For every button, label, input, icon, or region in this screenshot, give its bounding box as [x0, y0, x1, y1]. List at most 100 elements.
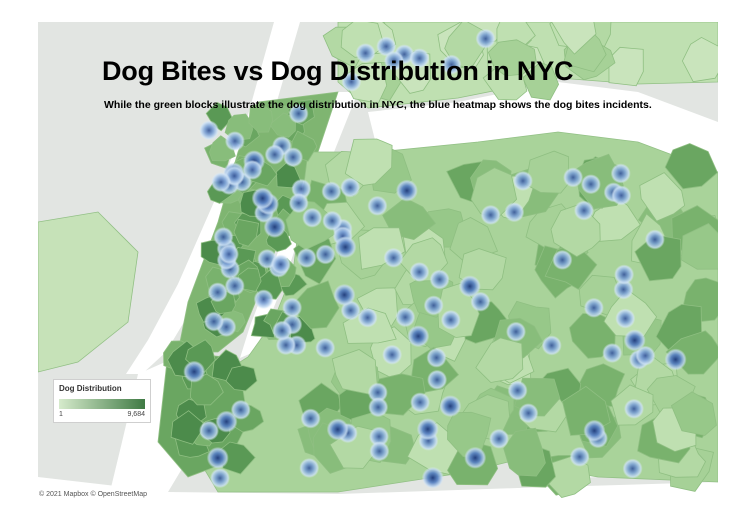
zip-zone — [503, 427, 546, 477]
bite-heat-dot — [427, 369, 448, 390]
bite-heat-dot — [322, 210, 343, 231]
bite-heat-dot — [611, 185, 632, 206]
zip-zone — [487, 39, 537, 77]
zip-zone — [248, 102, 273, 133]
bite-heat-dot — [315, 244, 336, 265]
legend-min: 1 — [59, 411, 63, 418]
map-canvas[interactable] — [38, 22, 718, 500]
bite-heat-dot — [409, 48, 430, 69]
bite-heat-dot — [507, 380, 528, 401]
bite-heat-dot — [614, 264, 635, 285]
bite-heat-dot — [541, 335, 562, 356]
map-attribution[interactable]: © 2021 Mapbox © OpenStreetMap — [39, 491, 147, 498]
bite-heat-dot — [569, 446, 590, 467]
bite-heat-dot — [613, 279, 634, 300]
zip-zone — [358, 227, 406, 270]
bite-heat-dot — [395, 179, 418, 202]
map-subtitle: While the green blocks illustrate the do… — [104, 99, 652, 111]
bite-heat-dot — [251, 187, 274, 210]
bite-heat-dot — [410, 392, 431, 413]
bite-heat-dot — [242, 159, 263, 180]
bite-heat-dot — [574, 200, 594, 221]
bite-heat-dot — [416, 418, 439, 441]
zip-zone — [681, 223, 718, 270]
bite-heat-dot — [283, 147, 304, 168]
bite-heat-dot — [440, 309, 461, 330]
bite-heat-dot — [382, 344, 403, 365]
bite-heat-dot — [506, 321, 526, 342]
bite-heat-dot — [369, 441, 390, 462]
bite-heat-dot — [615, 308, 636, 329]
bite-heat-dot — [384, 50, 404, 71]
bite-heat-dot — [623, 329, 646, 352]
bite-heat-dot — [272, 320, 293, 341]
bite-heat-dot — [299, 458, 320, 478]
bite-heat-dot — [210, 468, 230, 489]
zip-zone — [225, 365, 258, 392]
zip-zone — [331, 349, 378, 395]
bite-heat-dot — [302, 207, 323, 228]
bite-heat-dot — [326, 418, 349, 441]
bite-heat-dot — [369, 426, 389, 447]
bite-heat-dot — [368, 397, 389, 418]
bite-heat-dot — [383, 247, 404, 268]
bite-heat-dot — [230, 399, 251, 420]
bite-heat-dot — [563, 167, 584, 188]
bite-heat-dot — [644, 229, 665, 250]
bite-heat-dot — [395, 307, 416, 328]
bite-heat-dot — [367, 195, 388, 216]
bite-heat-dot — [315, 337, 336, 358]
bite-heat-dot — [441, 54, 462, 75]
zip-zone — [344, 138, 393, 186]
bite-heat-dot — [282, 297, 303, 318]
bite-heat-dot — [426, 347, 447, 368]
bite-heat-dot — [475, 28, 496, 49]
zip-zone — [670, 391, 717, 436]
bite-heat-dot — [340, 177, 361, 198]
bite-heat-dot — [458, 275, 481, 298]
bite-heat-dot — [518, 403, 539, 424]
bite-heat-dot — [409, 262, 430, 282]
bite-heat-dot — [367, 382, 388, 403]
zip-zone — [233, 218, 260, 247]
bite-heat-dot — [224, 275, 245, 296]
bite-heat-dot — [357, 307, 378, 328]
bite-heat-dot — [219, 244, 239, 265]
bite-heat-dot — [263, 216, 286, 238]
bite-heat-dot — [624, 398, 644, 419]
bite-heat-dot — [288, 193, 309, 214]
bite-heat-dot — [423, 295, 444, 316]
legend-title: Dog Distribution — [59, 384, 122, 393]
legend-dog-distribution[interactable]: Dog Distribution 1 9,684 — [53, 379, 151, 423]
legend-color-ramp — [59, 399, 145, 409]
bite-heat-dot — [334, 236, 357, 259]
borough-region — [38, 211, 139, 373]
bite-heat-dot — [512, 170, 533, 191]
bite-heat-dot — [480, 204, 501, 225]
bite-heat-dot — [215, 410, 238, 433]
zip-zone — [608, 46, 644, 87]
bite-heat-dot — [264, 144, 285, 165]
bite-heat-dot — [407, 325, 430, 348]
bite-heat-dot — [213, 227, 234, 247]
bite-heat-dot — [321, 181, 342, 202]
bite-heat-dot — [429, 269, 450, 290]
zip-zone — [639, 172, 686, 222]
legend-max: 9,684 — [127, 411, 145, 418]
bite-heat-dot — [583, 297, 604, 318]
bite-heat-dot — [183, 360, 206, 383]
bite-heat-dot — [300, 408, 321, 429]
zip-zone — [634, 234, 682, 282]
bite-heat-dot — [610, 163, 631, 184]
bite-heat-dot — [203, 311, 224, 332]
zip-zone — [551, 22, 597, 55]
bite-heat-dot — [211, 172, 231, 193]
bite-heat-dot — [199, 120, 219, 141]
bite-heat-dot — [504, 202, 525, 223]
zip-zone — [170, 410, 204, 445]
bite-heat-dot — [421, 466, 444, 489]
dog-bites-heatmap — [183, 28, 687, 489]
bite-heat-dot — [489, 428, 509, 449]
bite-heat-dot — [635, 345, 656, 366]
bite-heat-dot — [580, 174, 601, 195]
